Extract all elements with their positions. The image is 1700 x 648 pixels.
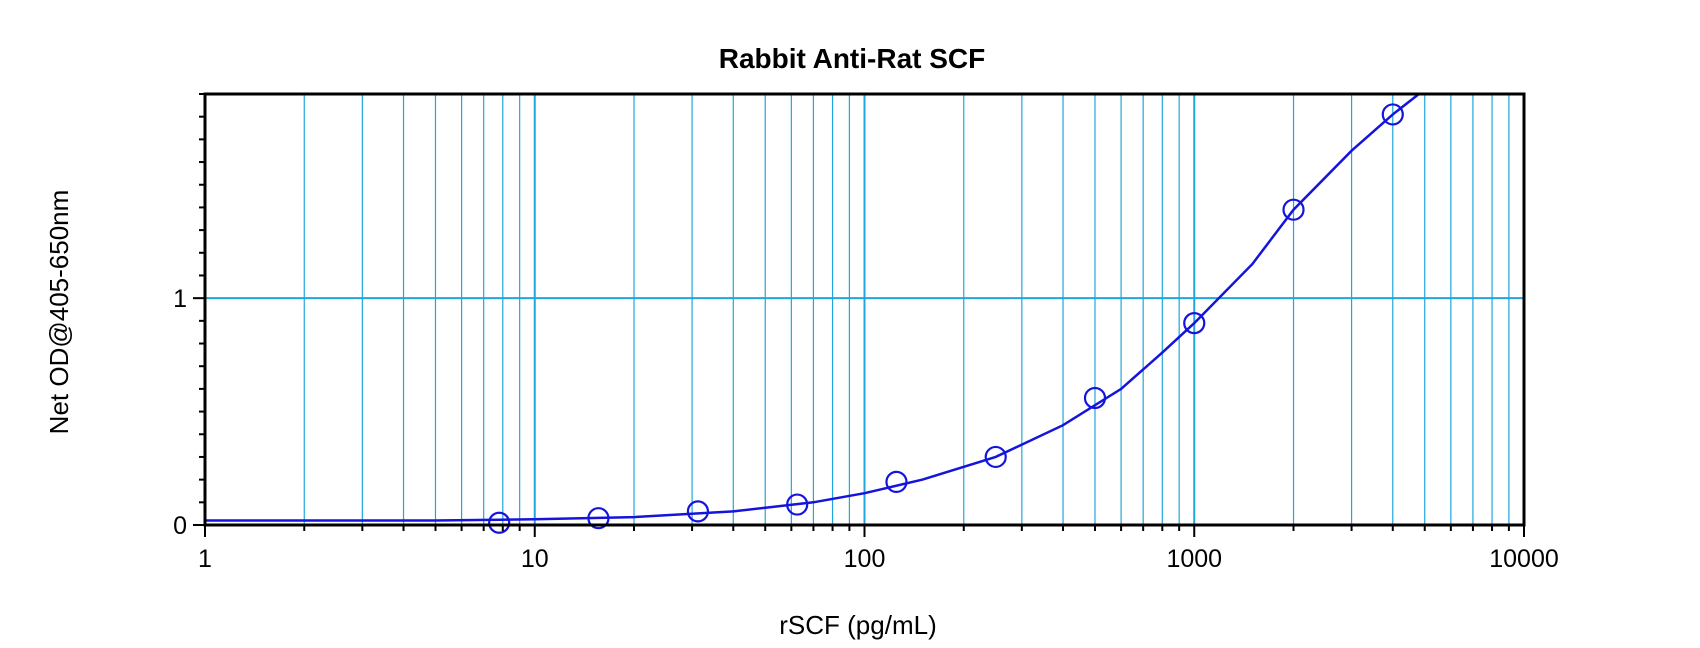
- data-point: [1381, 103, 1404, 126]
- data-point: [885, 470, 908, 493]
- x-tick-label: 1: [198, 545, 212, 573]
- y-tick-label: 1: [173, 285, 187, 313]
- data-point: [686, 500, 710, 523]
- chart-title: Rabbit Anti-Rat SCF: [719, 43, 986, 74]
- data-point: [1282, 198, 1305, 221]
- x-axis-label: rSCF (pg/mL): [779, 610, 936, 640]
- x-tick-label: 10000: [1489, 545, 1559, 573]
- x-tick-label: 1000: [1166, 545, 1222, 573]
- y-axis-label: Net OD@405-650nm: [44, 190, 74, 435]
- data-point: [587, 507, 610, 530]
- y-tick-label: 0: [173, 512, 187, 540]
- x-tick-label: 100: [844, 545, 886, 573]
- data-point: [1183, 312, 1206, 335]
- data-point: [984, 445, 1007, 469]
- x-tick-label: 10: [521, 545, 549, 573]
- data-point: [1083, 386, 1107, 410]
- fit-curve: [205, 94, 1420, 522]
- data-point: [488, 511, 511, 534]
- data-point: [786, 493, 809, 516]
